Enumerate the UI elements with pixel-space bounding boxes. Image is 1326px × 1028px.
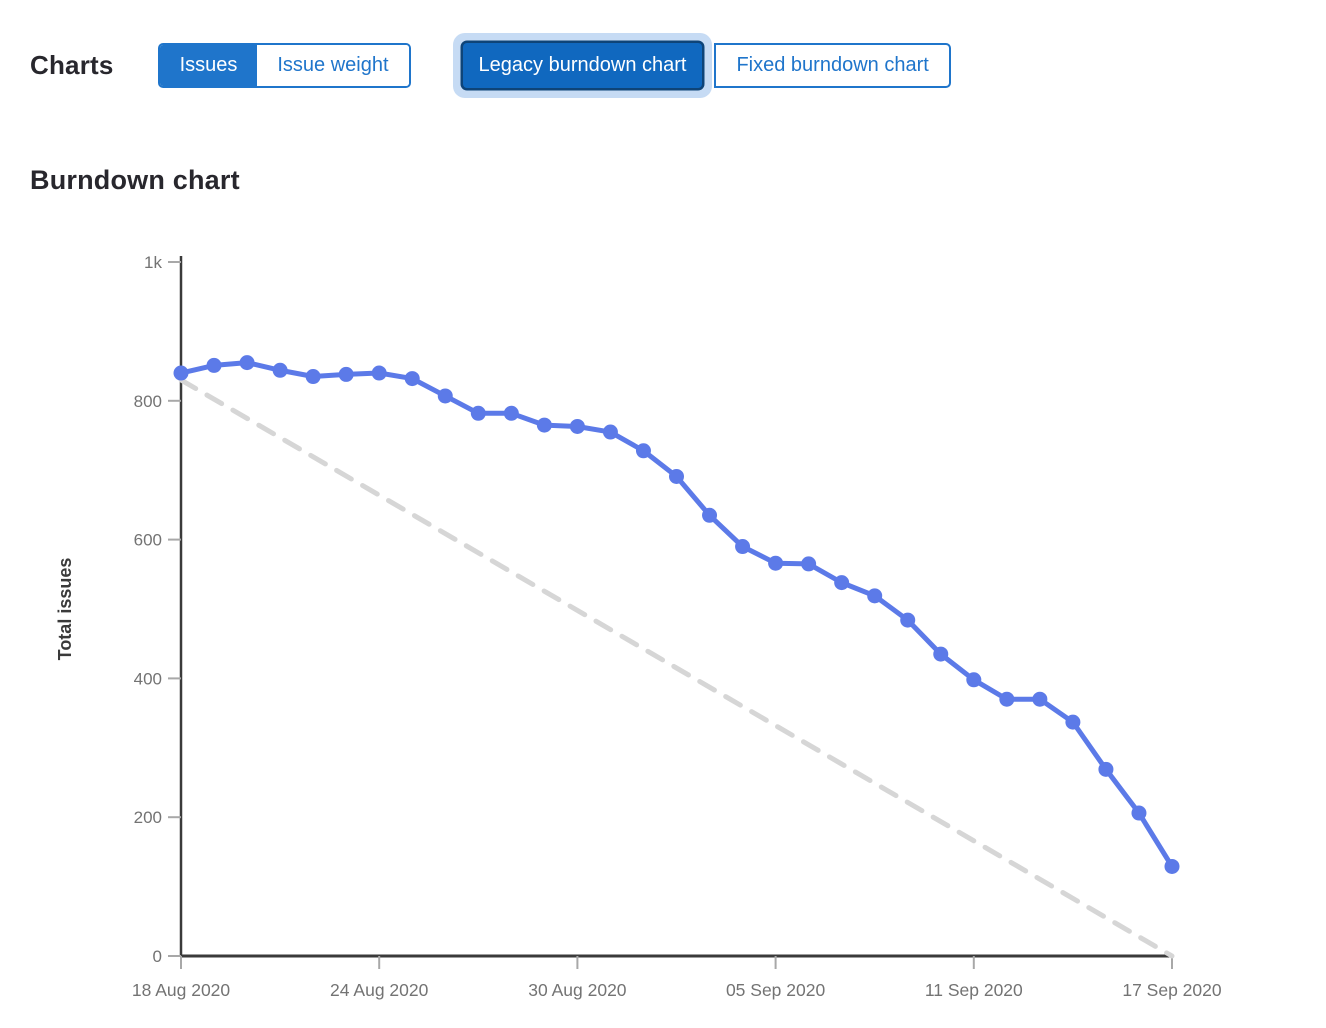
data-point (1065, 714, 1081, 730)
issue-weight-toggle-button[interactable]: Issue weight (257, 44, 409, 86)
x-axis-tick-label: 11 Sep 2020 (925, 980, 1023, 1000)
data-point (206, 357, 222, 373)
data-point (1098, 761, 1114, 777)
page-title: Burndown chart (30, 165, 240, 195)
data-point (437, 388, 453, 404)
charts-toolbar: Charts Issues Issue weight Legacy burndo… (30, 40, 951, 90)
data-point (702, 507, 718, 523)
data-point (933, 646, 949, 662)
data-point (735, 539, 751, 555)
data-point (404, 371, 420, 387)
data-point (1131, 805, 1147, 821)
legacy-burndown-chart-button[interactable]: Legacy burndown chart (462, 42, 703, 88)
burndown-chart: 0 200 400 600 800 1k 18 Aug 2020 24 Aug 2020 30 … (0, 240, 1326, 1028)
data-point (801, 556, 817, 572)
y-axis-tick-label: 800 (134, 392, 162, 411)
burndown-chart-svg: 0 200 400 600 800 1k 18 Aug 2020 24 Aug 2020 30 … (55, 253, 1222, 1000)
charts-label: Charts (30, 49, 114, 80)
data-point (470, 405, 486, 421)
guideline-dashed (178, 377, 1175, 959)
y-axis-tick-label: 400 (134, 669, 162, 688)
data-point (536, 417, 552, 433)
data-point (999, 691, 1015, 707)
data-point (338, 366, 354, 382)
data-point (503, 405, 519, 421)
data-point (1164, 858, 1180, 874)
data-point (669, 468, 684, 484)
series-line (178, 360, 1175, 869)
fixed-burndown-chart-button[interactable]: Fixed burndown chart (714, 42, 951, 88)
data-point (173, 365, 189, 381)
data-point (966, 672, 982, 688)
x-axis-tick-label: 24 Aug 2020 (330, 980, 429, 1000)
burndown-type-toggle: Legacy burndown chart Fixed burndown cha… (462, 42, 951, 88)
issue-display-toggle: Issues Issue weight (157, 42, 411, 88)
data-point (239, 355, 255, 371)
data-point (635, 443, 651, 459)
issues-toggle-button[interactable]: Issues (159, 44, 258, 86)
y-axis-tick-label: 1k (144, 253, 162, 272)
data-point (371, 365, 387, 381)
x-axis-tick-label: 30 Aug 2020 (528, 980, 627, 1000)
x-axis-tick-label: 17 Sep 2020 (1122, 980, 1222, 1000)
data-point (834, 575, 850, 591)
data-point (569, 418, 585, 434)
y-axis-tick-label: 600 (134, 531, 162, 550)
data-point (900, 612, 916, 628)
data-point (602, 424, 618, 440)
x-axis-tick-label: 18 Aug 2020 (132, 980, 231, 1000)
y-axis-title: Total issues (55, 558, 75, 661)
y-axis-tick-label: 0 (153, 947, 162, 966)
x-axis-tick-label: 05 Sep 2020 (726, 980, 826, 1000)
data-point (305, 369, 321, 385)
data-point (1032, 691, 1048, 707)
data-point (272, 362, 288, 378)
data-point (768, 555, 784, 571)
data-point (867, 588, 883, 604)
y-axis-tick-label: 200 (134, 808, 162, 827)
